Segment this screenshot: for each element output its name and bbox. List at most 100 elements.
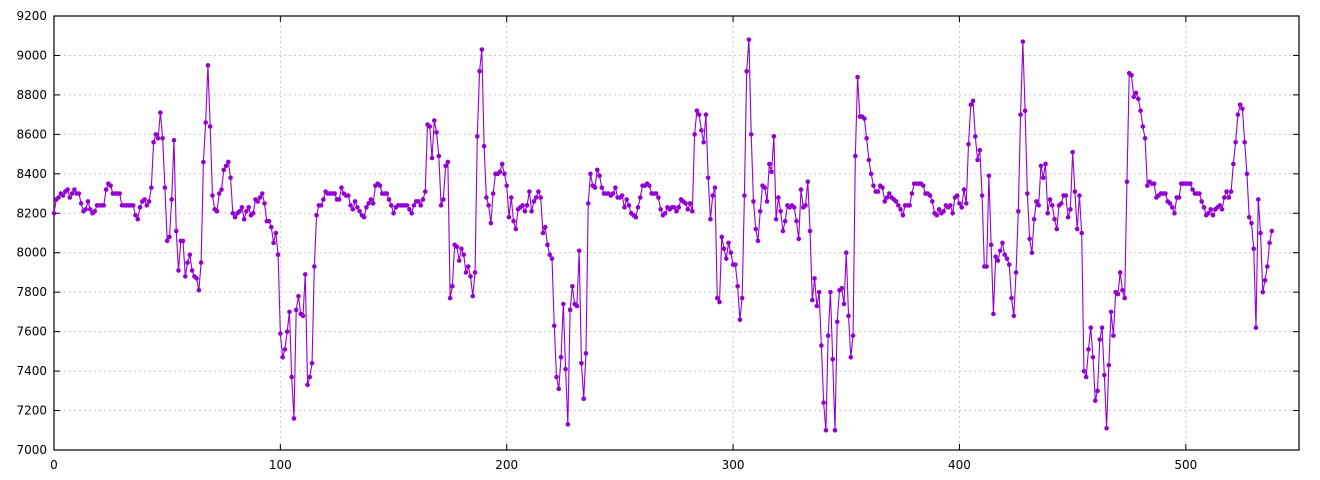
data-point	[133, 212, 138, 218]
data-point	[1217, 203, 1223, 208]
data-point	[1253, 325, 1259, 330]
data-point	[1260, 289, 1266, 295]
data-point	[685, 207, 691, 212]
data-point	[816, 289, 822, 295]
data-point	[995, 258, 1001, 263]
data-point	[1038, 163, 1044, 169]
data-point	[196, 287, 202, 293]
y-tick-label: 7600	[16, 325, 47, 339]
data-point	[567, 307, 573, 313]
data-point	[585, 201, 591, 206]
data-point	[1000, 240, 1005, 246]
data-point	[671, 205, 677, 210]
data-point	[961, 187, 967, 192]
data-point	[540, 230, 546, 236]
y-tick-label: 8800	[16, 88, 47, 102]
data-point	[637, 195, 643, 200]
data-point	[583, 351, 589, 356]
data-point	[662, 210, 668, 216]
data-point	[169, 197, 175, 202]
data-point	[1045, 210, 1051, 216]
data-point	[149, 185, 154, 190]
data-point	[366, 201, 371, 206]
data-point	[676, 205, 682, 210]
data-point	[1052, 216, 1057, 222]
data-point	[613, 185, 618, 190]
data-point	[246, 205, 251, 210]
data-point	[291, 416, 297, 421]
data-point	[69, 191, 75, 196]
data-point	[1135, 96, 1141, 102]
data-point	[1129, 72, 1134, 78]
data-point	[1244, 171, 1250, 177]
data-point	[146, 199, 152, 204]
data-point	[502, 171, 507, 177]
data-point	[1092, 398, 1098, 403]
data-point	[748, 132, 754, 137]
data-point	[1070, 149, 1075, 155]
data-point	[853, 153, 858, 159]
data-point	[1016, 209, 1021, 214]
data-point	[228, 175, 233, 181]
data-point	[1077, 193, 1082, 198]
data-point	[250, 210, 256, 216]
data-point	[875, 189, 881, 194]
y-tick-label: 8000	[16, 246, 47, 260]
data-point	[241, 216, 247, 222]
data-point	[821, 400, 826, 405]
data-point	[1208, 207, 1214, 212]
data-point	[635, 205, 641, 210]
series-line	[53, 39, 1273, 431]
data-point	[696, 112, 702, 117]
data-point	[966, 141, 971, 147]
data-point	[407, 207, 412, 212]
data-point	[839, 285, 845, 291]
data-point	[653, 191, 659, 196]
data-point	[361, 214, 367, 220]
data-point	[950, 210, 955, 216]
data-point	[1059, 201, 1064, 206]
data-point	[907, 203, 912, 208]
data-point	[167, 234, 172, 240]
data-point	[1036, 203, 1041, 208]
data-point	[216, 191, 222, 196]
data-point	[690, 209, 695, 214]
data-point	[427, 124, 433, 129]
data-point	[1102, 372, 1107, 378]
data-point	[72, 187, 77, 192]
data-point	[803, 203, 808, 208]
data-point	[441, 197, 446, 202]
y-tick-label: 7200	[16, 404, 47, 418]
data-point	[391, 210, 396, 216]
data-point	[336, 197, 342, 202]
data-point	[219, 187, 224, 192]
data-point	[278, 331, 283, 336]
y-tick-label: 7800	[16, 285, 47, 299]
data-point	[305, 382, 310, 388]
data-point	[499, 161, 505, 167]
data-point	[210, 193, 215, 198]
data-point	[871, 183, 876, 188]
data-point	[1088, 325, 1094, 330]
data-point	[56, 195, 61, 200]
data-point	[1188, 181, 1193, 186]
data-point	[259, 191, 265, 196]
data-point	[780, 228, 786, 234]
data-point	[884, 195, 890, 200]
data-point	[556, 386, 562, 392]
data-point	[1108, 309, 1114, 315]
data-point	[753, 226, 759, 232]
data-point	[345, 193, 351, 198]
data-point	[1240, 106, 1245, 112]
data-point	[470, 293, 476, 299]
data-point	[490, 191, 496, 196]
data-point	[576, 248, 582, 254]
data-point	[135, 216, 141, 222]
data-point	[348, 203, 353, 208]
data-point	[273, 230, 279, 236]
data-point	[1025, 191, 1030, 196]
data-point	[739, 295, 745, 301]
data-point	[1081, 368, 1087, 374]
data-point	[1176, 195, 1182, 200]
data-point	[436, 153, 442, 159]
